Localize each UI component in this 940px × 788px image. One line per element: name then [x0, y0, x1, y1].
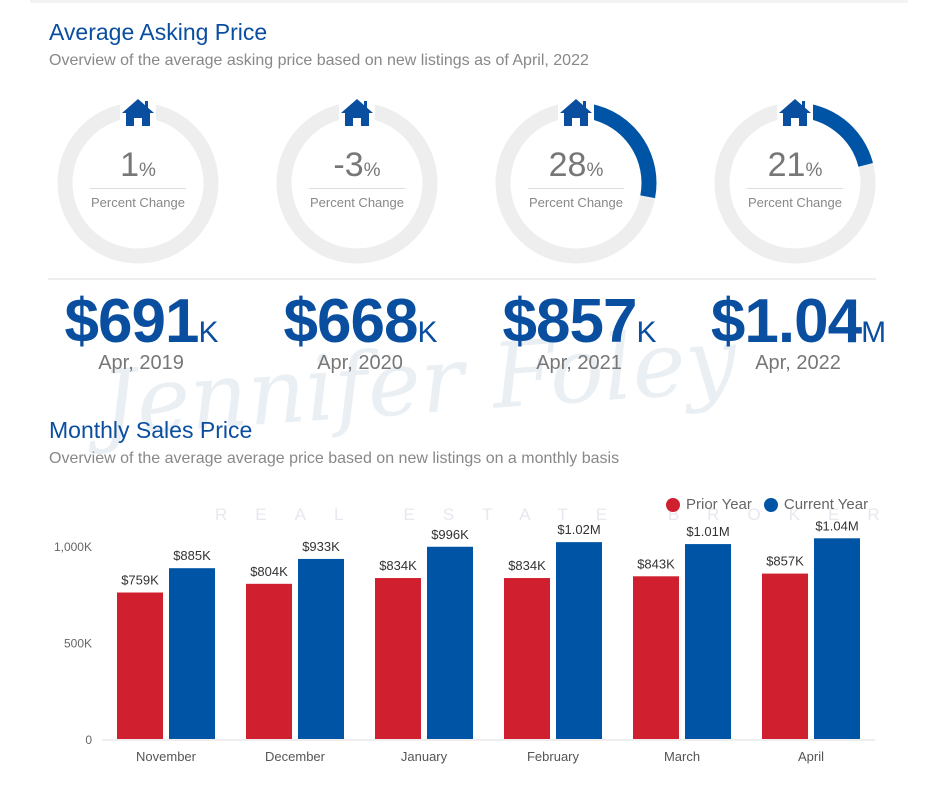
house-icon — [122, 99, 154, 126]
percent-label: Percent Change — [91, 195, 185, 210]
section-title: Average Asking Price — [49, 19, 268, 45]
percent-change-gauge: -3% Percent Change — [272, 98, 442, 268]
house-icon — [779, 99, 811, 126]
bar-current-year — [685, 544, 731, 739]
bar-current-year — [814, 538, 860, 739]
bar-current-year — [427, 546, 473, 739]
percent-divider — [309, 188, 405, 189]
y-tick-label: 1,000K — [54, 540, 92, 554]
percent-change-gauge: 28% Percent Change — [491, 98, 661, 268]
legend: Prior Year Current Year — [666, 496, 868, 513]
price-date: Apr, 2022 — [755, 352, 841, 374]
asking-price: $668K — [283, 287, 438, 356]
chart-subtitle: Overview of the average average price ba… — [49, 450, 620, 467]
legend-dot-prior — [666, 497, 680, 512]
data-label: $843K — [637, 556, 675, 571]
data-label: $759K — [121, 573, 159, 588]
bar-current-year — [169, 568, 215, 739]
data-label: $834K — [379, 558, 417, 573]
percent-change-gauge: 1% Percent Change — [53, 98, 223, 268]
bar-prior-year — [117, 592, 163, 739]
percent-divider — [528, 188, 624, 189]
y-tick-label: 500K — [64, 637, 92, 651]
legend-prior: Prior Year — [686, 496, 752, 513]
data-label: $1.01M — [686, 524, 729, 539]
x-tick-label: January — [401, 749, 448, 764]
section-subtitle: Overview of the average asking price bas… — [49, 52, 589, 69]
asking-price: $1.04M — [710, 287, 886, 356]
percent-divider — [90, 188, 186, 189]
percent-label: Percent Change — [310, 195, 404, 210]
x-tick-label: April — [798, 749, 824, 764]
data-label: $933K — [302, 539, 340, 554]
percent-label: Percent Change — [748, 195, 842, 210]
data-label: $834K — [508, 558, 546, 573]
legend-current: Current Year — [783, 496, 869, 513]
x-tick-label: March — [664, 749, 700, 764]
bar-prior-year — [375, 578, 421, 739]
bar-prior-year — [246, 583, 292, 739]
percent-divider — [747, 188, 843, 189]
bar-prior-year — [504, 578, 550, 739]
watermark-tagline: REAL ESTATE BROKER — [215, 505, 908, 524]
price-date: Apr, 2019 — [98, 352, 184, 374]
house-icon — [560, 99, 592, 126]
price-date: Apr, 2021 — [536, 352, 622, 374]
percent-label: Percent Change — [529, 195, 623, 210]
top-border — [30, 0, 908, 3]
percent-value: -3% — [333, 146, 381, 184]
data-label: $804K — [250, 564, 288, 579]
y-tick-label: 0 — [85, 733, 92, 747]
data-label: $857K — [766, 554, 804, 569]
bar-current-year — [556, 542, 602, 739]
data-label: $996K — [431, 527, 469, 542]
data-label: $1.02M — [557, 522, 600, 537]
x-tick-label: February — [527, 749, 580, 764]
price-date: Apr, 2020 — [317, 352, 403, 374]
percent-value: 1% — [120, 146, 156, 184]
percent-change-gauge: 21% Percent Change — [710, 98, 880, 268]
bar-current-year — [298, 558, 344, 739]
bar-prior-year — [762, 573, 808, 739]
x-tick-label: November — [136, 749, 197, 764]
bar-prior-year — [633, 576, 679, 739]
legend-dot-current — [763, 497, 778, 512]
percent-value: 21% — [767, 146, 823, 184]
data-label: $885K — [173, 548, 211, 563]
data-label: $1.04M — [815, 518, 858, 533]
house-icon — [341, 99, 373, 126]
asking-price: $691K — [64, 287, 219, 356]
divider — [48, 278, 876, 280]
chart-title: Monthly Sales Price — [49, 417, 253, 443]
asking-price: $857K — [502, 287, 657, 356]
x-tick-label: December — [265, 749, 326, 764]
percent-value: 28% — [548, 146, 604, 184]
